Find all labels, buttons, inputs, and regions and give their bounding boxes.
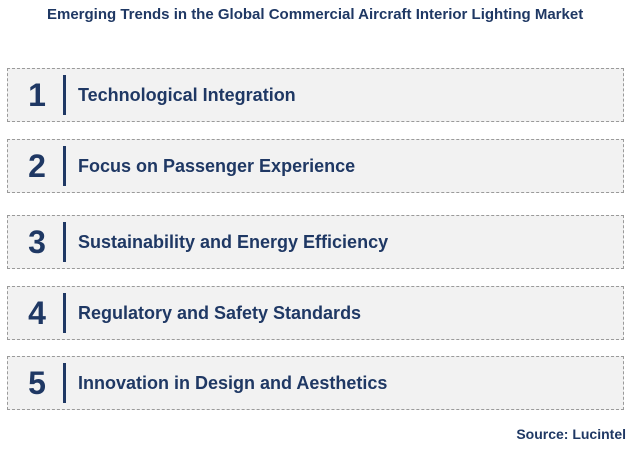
trend-label: Innovation in Design and Aesthetics — [78, 373, 388, 393]
trend-number: 5 — [28, 365, 46, 401]
trend-number: 4 — [28, 295, 46, 331]
trend-row: 4 Regulatory and Safety Standards — [7, 286, 624, 340]
trend-row: 2 Focus on Passenger Experience — [7, 139, 624, 193]
trend-label: Sustainability and Energy Efficiency — [78, 232, 389, 252]
trend-row: 5 Innovation in Design and Aesthetics — [7, 356, 624, 410]
trend-label: Focus on Passenger Experience — [78, 156, 356, 176]
trend-number: 2 — [28, 148, 46, 184]
trend-number: 3 — [28, 224, 46, 260]
divider — [63, 222, 66, 262]
divider — [63, 363, 66, 403]
divider — [63, 146, 66, 186]
trend-row: 3 Sustainability and Energy Efficiency — [7, 215, 624, 269]
source: Source: Lucintel — [516, 426, 626, 442]
divider — [63, 75, 66, 115]
trend-label: Regulatory and Safety Standards — [78, 303, 362, 323]
trend-row: 1 Technological Integration — [7, 68, 624, 122]
divider — [63, 293, 66, 333]
title: Emerging Trends in the Global Commercial… — [47, 6, 584, 23]
trend-label: Technological Integration — [78, 85, 296, 105]
trend-number: 1 — [28, 77, 46, 113]
